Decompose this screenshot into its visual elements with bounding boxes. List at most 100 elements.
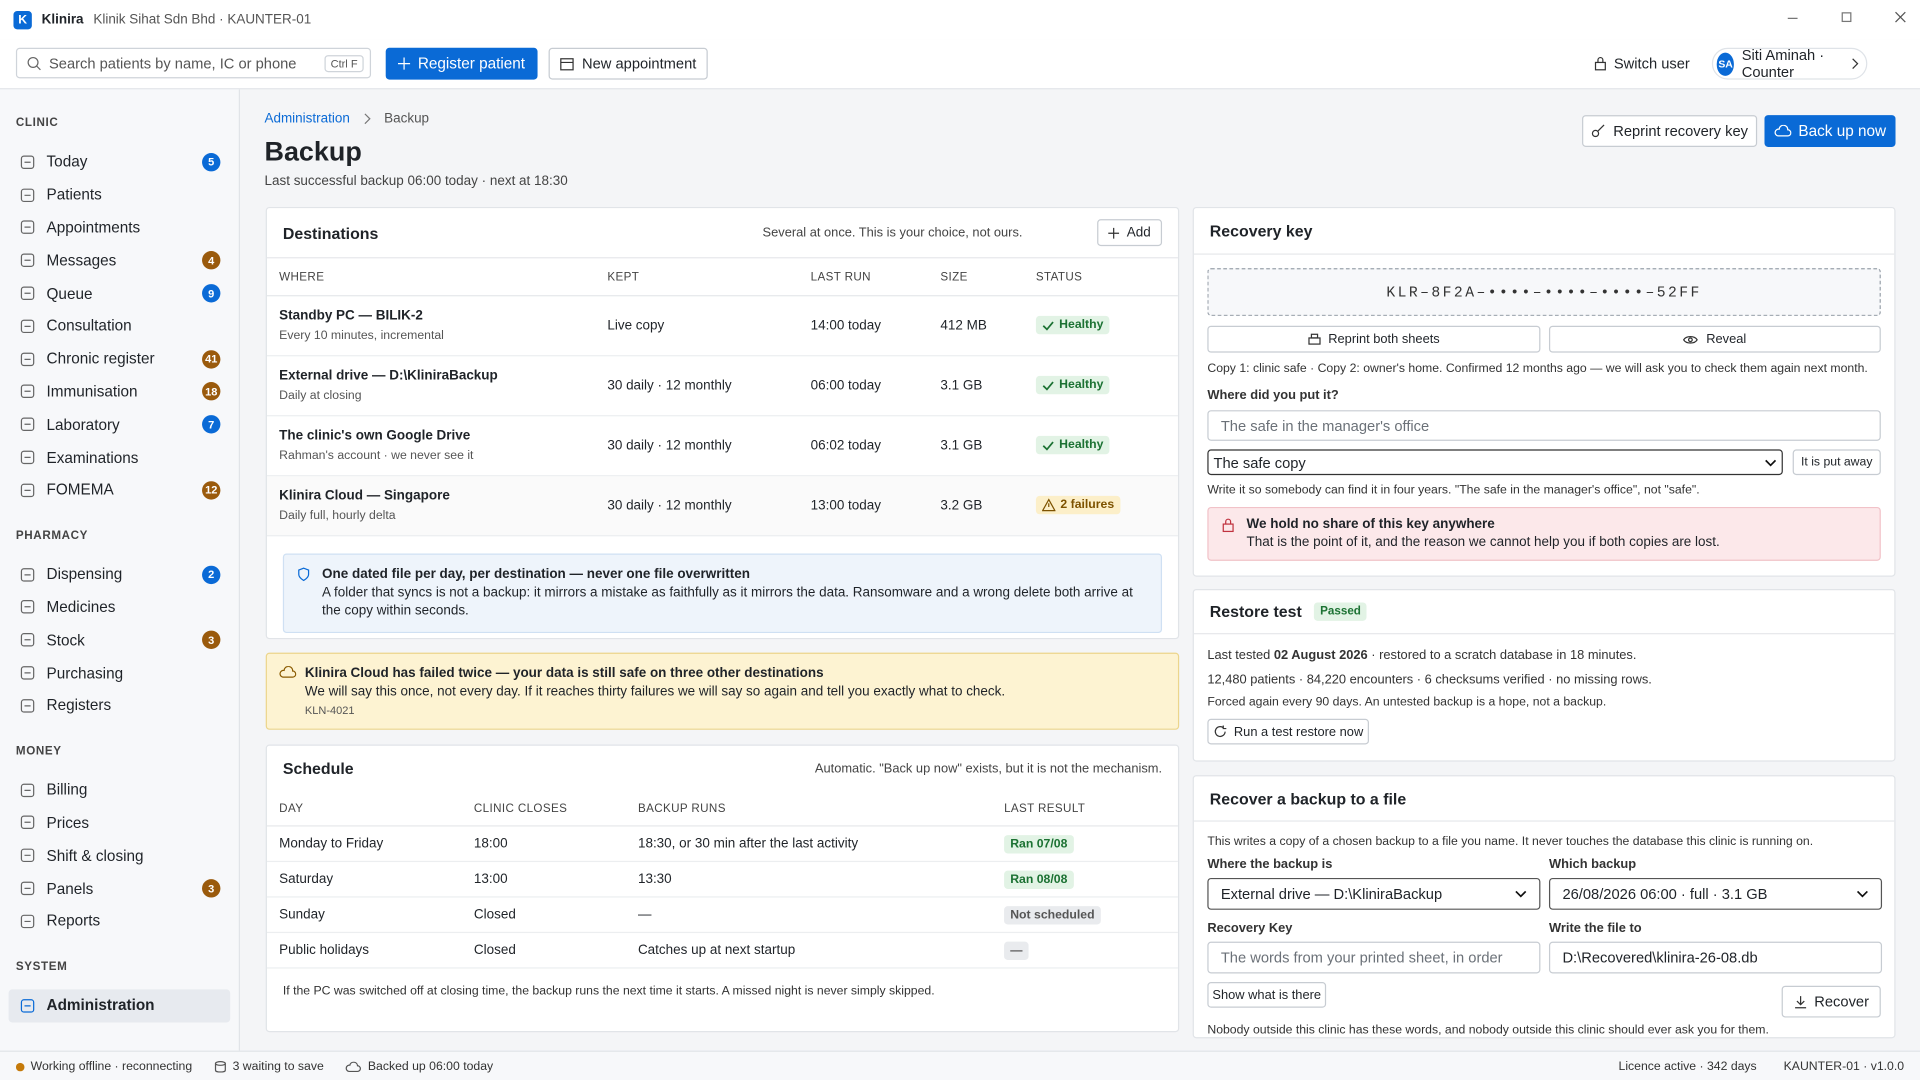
icon-shape bbox=[20, 253, 35, 268]
icon bbox=[20, 253, 35, 268]
nav-item[interactable]: Shift & closing bbox=[9, 839, 231, 872]
warning-banner: Klinira Cloud has failed twice — your da… bbox=[265, 652, 1180, 730]
register-button[interactable]: Register patient bbox=[385, 47, 538, 80]
run-test-button[interactable]: Run a test restore now bbox=[1207, 718, 1369, 745]
table-row: The clinic's own Google Drive Rahman's ac… bbox=[266, 416, 1178, 477]
cell: Closed bbox=[473, 907, 516, 923]
icon bbox=[20, 633, 35, 647]
switch-user[interactable]: Switch user bbox=[1586, 47, 1698, 80]
lock-icon bbox=[1222, 518, 1234, 533]
location-input[interactable]: The safe in the manager's office bbox=[1207, 410, 1881, 441]
maximize[interactable] bbox=[1839, 10, 1854, 25]
icon-shape bbox=[1594, 61, 1606, 71]
icon-shape bbox=[298, 567, 310, 582]
text: Working offline · reconnecting bbox=[30, 1059, 193, 1074]
status-dot bbox=[15, 1062, 25, 1071]
status-badge: Passed bbox=[1314, 602, 1368, 621]
file-input[interactable]: D:\Recovered\klinira-26-08.db bbox=[1548, 941, 1883, 974]
backup-now-button[interactable]: Back up now bbox=[1764, 115, 1896, 147]
shield-icon bbox=[298, 567, 310, 582]
show-button[interactable]: Show what is there bbox=[1207, 982, 1327, 1008]
icon bbox=[20, 783, 35, 797]
card-title: Restore test bbox=[1209, 602, 1302, 621]
icon-shape bbox=[214, 1063, 226, 1073]
cell: — bbox=[637, 907, 652, 923]
label: Run a test restore now bbox=[1233, 724, 1364, 739]
nav-item[interactable]: Billing bbox=[9, 774, 231, 807]
cloud-icon bbox=[346, 1061, 362, 1072]
nav-item[interactable]: Patients bbox=[9, 179, 231, 212]
put-away-button[interactable]: It is put away bbox=[1792, 449, 1881, 476]
cloud-icon bbox=[1774, 124, 1791, 137]
user-menu[interactable]: SA Siti Aminah · Counter bbox=[1711, 47, 1868, 81]
cell: 3.2 GB bbox=[940, 498, 983, 514]
nav-item[interactable]: Laboratory 7 bbox=[9, 408, 231, 441]
nav-item[interactable]: FOMEMA 12 bbox=[9, 474, 231, 507]
search-box[interactable]: Search patients by name, IC or phone Ctr… bbox=[15, 47, 372, 79]
nav-item[interactable]: Administration bbox=[8, 989, 231, 1022]
icon bbox=[1042, 498, 1056, 512]
eye-icon bbox=[1683, 335, 1699, 344]
cell: 13:00 today bbox=[810, 498, 882, 514]
cell: Healthy bbox=[1035, 316, 1178, 335]
reveal-button[interactable]: Reveal bbox=[1548, 325, 1881, 353]
nav-count: 9 bbox=[202, 284, 221, 303]
nav-count: 41 bbox=[202, 349, 221, 369]
nav-item[interactable]: Prices bbox=[9, 806, 231, 839]
lock-icon bbox=[1594, 56, 1606, 71]
destination-detail: Every 10 minutes, incremental bbox=[279, 329, 444, 343]
icon-shape bbox=[27, 56, 39, 68]
table-row: Klinira Cloud — Singapore Daily full, hou… bbox=[266, 476, 1178, 537]
appointment-button[interactable]: New appointment bbox=[548, 47, 708, 80]
nav-label: Shift & closing bbox=[46, 847, 144, 865]
nav-item[interactable]: Today 5 bbox=[9, 146, 231, 179]
nav-item[interactable]: Stock 3 bbox=[9, 624, 231, 657]
nav-item[interactable]: Chronic register 41 bbox=[9, 343, 231, 376]
breadcrumb-link[interactable]: Administration bbox=[264, 111, 350, 127]
copy-select[interactable]: The safe copy bbox=[1207, 449, 1783, 476]
nav-item[interactable]: Purchasing bbox=[9, 657, 231, 690]
nav-count: 7 bbox=[202, 415, 221, 434]
recover-button[interactable]: Recover bbox=[1781, 985, 1881, 1018]
cell: 2 failures bbox=[1035, 495, 1178, 516]
queue-status: 3 waiting to save bbox=[214, 1060, 324, 1073]
reprint-key-button[interactable]: Reprint recovery key bbox=[1582, 115, 1758, 147]
nav-label: Reports bbox=[46, 912, 101, 930]
reprint-sheets-button[interactable]: Reprint both sheets bbox=[1207, 325, 1540, 353]
cell: 412 MB bbox=[940, 318, 987, 334]
nav-item[interactable]: Reports bbox=[9, 905, 231, 938]
icon-shape bbox=[1683, 335, 1699, 344]
toolbar: Search patients by name, IC or phone Ctr… bbox=[0, 39, 1920, 90]
nav-item[interactable]: Dispensing 2 bbox=[9, 558, 231, 591]
icon-shape bbox=[20, 816, 35, 830]
printer-icon bbox=[1308, 333, 1321, 345]
nav-item[interactable]: Queue 9 bbox=[9, 277, 231, 310]
app-name: Klinira bbox=[41, 12, 84, 27]
close[interactable] bbox=[1893, 10, 1908, 25]
which-select[interactable]: 26/08/2026 06:00 · full · 3.1 GB bbox=[1548, 877, 1883, 910]
minimize[interactable] bbox=[1785, 10, 1800, 25]
nav-item[interactable]: Messages 4 bbox=[9, 244, 231, 277]
key-input[interactable]: The words from your printed sheet, in or… bbox=[1207, 941, 1541, 974]
icon-shape bbox=[1841, 12, 1852, 23]
nav-item[interactable]: Examinations bbox=[9, 441, 231, 474]
icon-shape bbox=[1592, 129, 1600, 138]
field-label: Recovery Key bbox=[1207, 920, 1293, 936]
add-button[interactable]: Add bbox=[1097, 219, 1163, 247]
nav-item[interactable]: Panels 3 bbox=[9, 872, 231, 905]
nav-item[interactable]: Medicines bbox=[9, 591, 231, 624]
column-header: LAST RESULT bbox=[1004, 801, 1086, 815]
nav-item[interactable]: Immunisation 18 bbox=[9, 375, 231, 408]
field-label: Which backup bbox=[1548, 857, 1637, 872]
icon-shape bbox=[1597, 56, 1604, 63]
where-select[interactable]: External drive — D:\KliniraBackup bbox=[1207, 877, 1541, 910]
nav-item[interactable]: Registers bbox=[9, 689, 231, 722]
icon-shape bbox=[1308, 336, 1321, 345]
label: Reprint recovery key bbox=[1613, 122, 1748, 140]
nav-item[interactable]: Appointments bbox=[9, 211, 231, 244]
table-header: WHERE KEPT LAST RUN SIZE STATUS bbox=[266, 258, 1178, 297]
nav-item[interactable]: Consultation bbox=[9, 310, 231, 343]
icon-shape bbox=[20, 188, 35, 202]
db-icon bbox=[214, 1061, 226, 1073]
card-note: Several at once. This is your choice, no… bbox=[762, 225, 1023, 240]
